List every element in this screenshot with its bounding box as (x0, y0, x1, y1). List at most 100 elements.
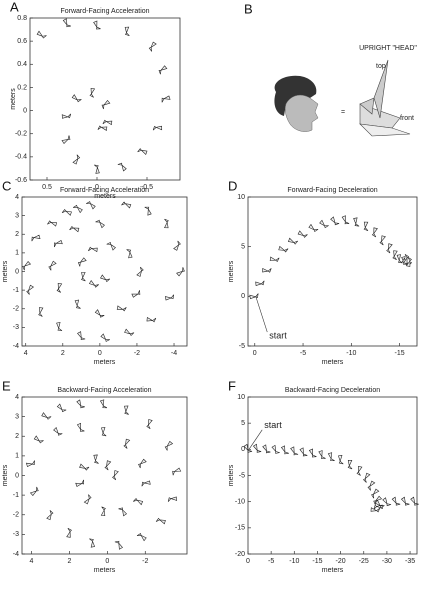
panel-letter: F (228, 378, 236, 393)
x-tick-label: -10 (289, 558, 299, 565)
glyph (121, 201, 132, 209)
annotation: start (264, 420, 282, 430)
glyph (94, 164, 100, 174)
y-tick-label: -2 (13, 306, 19, 313)
y-tick-label: 0.4 (17, 61, 27, 68)
glyph (356, 466, 363, 476)
plot-frame (21, 196, 188, 347)
x-tick-label: -30 (382, 558, 392, 565)
glyph (72, 154, 81, 165)
glyph (146, 419, 153, 430)
glyph (164, 294, 175, 301)
y-tick-label: 0 (15, 472, 19, 479)
y-tick-label: 10 (237, 394, 245, 401)
glyph (318, 450, 326, 459)
glyph (133, 498, 144, 506)
glyph (144, 206, 152, 216)
chart-title: Forward-Facing Deceleration (287, 187, 377, 194)
glyph (243, 443, 253, 453)
glyph (61, 135, 71, 144)
glyph (164, 218, 169, 229)
glyph (54, 239, 63, 248)
glyph (137, 148, 148, 156)
x-tick-label: -5 (268, 558, 274, 565)
glyph (29, 486, 39, 497)
glyph (172, 467, 182, 476)
glyph (89, 538, 96, 548)
x-tick-label: -2 (134, 350, 140, 357)
glyph (278, 245, 289, 253)
glyph (26, 460, 35, 468)
y-tick-label: -0.2 (15, 131, 27, 138)
glyph (353, 217, 360, 227)
glyph (89, 87, 96, 98)
y-tick-label: -1 (13, 287, 19, 294)
plot-frame (29, 17, 181, 181)
y-tick-label: -10 (235, 499, 245, 506)
plot-frame (21, 396, 188, 555)
glyph (341, 215, 350, 225)
glyph (83, 494, 92, 505)
x-tick-label: 2 (67, 558, 71, 565)
plot-frame (247, 196, 418, 347)
glyph (173, 240, 181, 251)
glyph (374, 499, 385, 509)
panel-letter: E (2, 378, 11, 393)
y-tick-label: 0 (241, 446, 245, 453)
glyph (327, 452, 335, 462)
glyph (88, 279, 99, 288)
glyph (100, 427, 107, 437)
glyph (38, 307, 44, 317)
glyph (33, 435, 44, 444)
x-axis-label: meters (94, 193, 116, 200)
glyph (76, 399, 85, 409)
glyph (124, 405, 129, 415)
y-tick-label: 1 (15, 250, 19, 257)
glyph (126, 249, 133, 259)
glyph (104, 460, 112, 471)
glyph (255, 280, 265, 286)
chart-title: Backward-Facing Acceleration (57, 387, 151, 394)
top-label: top (376, 63, 386, 70)
y-tick-label: 0 (23, 107, 27, 114)
glyph (280, 445, 289, 455)
annotation: start (269, 330, 287, 340)
glyph (77, 331, 86, 341)
y-axis-label: meters (2, 260, 9, 282)
glyph (100, 274, 111, 283)
glyph (400, 496, 410, 506)
glyph (74, 299, 81, 309)
x-tick-label: 4 (30, 558, 34, 565)
y-axis-label: meters (2, 464, 9, 486)
glyph (249, 293, 259, 300)
glyph (36, 30, 47, 39)
glyph (97, 125, 108, 131)
glyph (391, 496, 401, 506)
glyph (167, 496, 178, 502)
x-tick-label: -0.5 (141, 184, 153, 191)
annotation-arrow (248, 429, 263, 450)
glyph (69, 225, 80, 233)
panel-letter: A (10, 0, 19, 14)
glyph (102, 119, 113, 126)
glyph (56, 321, 63, 332)
glyph (114, 540, 123, 550)
glyph (75, 479, 85, 487)
y-tick-label: 0.2 (17, 84, 27, 91)
glyph (363, 221, 369, 231)
glyph (46, 510, 54, 521)
glyph (61, 113, 72, 119)
glyph (410, 496, 419, 506)
x-tick-label: -20 (336, 558, 346, 565)
glyph (26, 284, 34, 295)
x-tick-label: 2 (61, 350, 65, 357)
x-tick-label: 0 (253, 350, 257, 357)
glyph (131, 290, 141, 298)
y-tick-label: -4 (13, 551, 19, 558)
y-tick-label: 3 (15, 212, 19, 219)
glyph (93, 20, 101, 30)
glyph (99, 399, 108, 409)
x-tick-label: -5 (300, 350, 306, 357)
y-tick-label: 2 (15, 231, 19, 238)
head-glyph-top (359, 59, 389, 119)
